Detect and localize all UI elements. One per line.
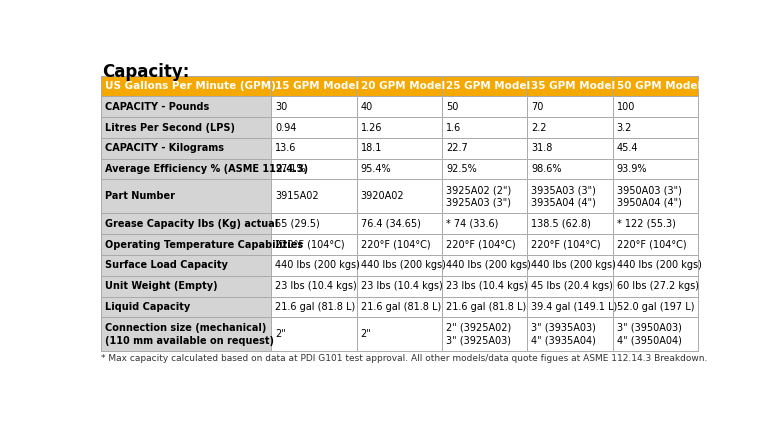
Bar — [527, 213, 613, 234]
Bar — [356, 76, 442, 96]
Bar — [527, 138, 613, 159]
Bar — [271, 76, 356, 96]
Text: 45 lbs (20.4 kgs): 45 lbs (20.4 kgs) — [531, 281, 613, 291]
Text: * 122 (55.3): * 122 (55.3) — [617, 219, 675, 229]
Bar — [271, 96, 356, 117]
Text: 2.2: 2.2 — [531, 122, 547, 132]
Bar — [356, 96, 442, 117]
Bar — [356, 317, 442, 351]
Text: Capacity:: Capacity: — [102, 63, 190, 81]
Bar — [527, 317, 613, 351]
Text: 31.8: 31.8 — [531, 143, 553, 153]
Bar — [527, 117, 613, 138]
Text: 3925A02 (2")
3925A03 (3"): 3925A02 (2") 3925A03 (3") — [446, 185, 511, 208]
Bar — [356, 117, 442, 138]
Bar — [613, 96, 698, 117]
Text: 440 lbs (200 kgs): 440 lbs (200 kgs) — [360, 260, 445, 271]
Bar — [356, 138, 442, 159]
Text: 50 GPM Model: 50 GPM Model — [617, 81, 700, 91]
Text: 220°F (104°C): 220°F (104°C) — [360, 239, 431, 250]
Text: 70: 70 — [531, 102, 544, 112]
Text: US Gallons Per Minute (GPM): US Gallons Per Minute (GPM) — [105, 81, 276, 91]
Text: 22.7: 22.7 — [446, 143, 468, 153]
Bar — [527, 96, 613, 117]
Bar — [442, 213, 527, 234]
Bar — [101, 317, 271, 351]
Text: 25 GPM Model: 25 GPM Model — [446, 81, 530, 91]
Bar — [271, 297, 356, 317]
Bar — [101, 96, 271, 117]
Bar — [527, 159, 613, 180]
Text: 95.4%: 95.4% — [360, 164, 392, 174]
Bar — [271, 317, 356, 351]
Bar — [613, 117, 698, 138]
Text: 23 lbs (10.4 kgs): 23 lbs (10.4 kgs) — [446, 281, 528, 291]
Bar — [356, 234, 442, 255]
Bar — [271, 213, 356, 234]
Bar — [527, 180, 613, 213]
Bar — [356, 297, 442, 317]
Bar — [442, 96, 527, 117]
Bar — [101, 234, 271, 255]
Text: 92.5%: 92.5% — [446, 164, 477, 174]
Bar — [101, 76, 271, 96]
Text: 138.5 (62.8): 138.5 (62.8) — [531, 219, 591, 229]
Bar — [356, 213, 442, 234]
Bar — [101, 276, 271, 297]
Text: 98.6%: 98.6% — [531, 164, 562, 174]
Bar — [442, 180, 527, 213]
Text: CAPACITY - Pounds: CAPACITY - Pounds — [105, 102, 210, 112]
Bar — [101, 138, 271, 159]
Text: 65 (29.5): 65 (29.5) — [275, 219, 320, 229]
Text: CAPACITY - Kilograms: CAPACITY - Kilograms — [105, 143, 225, 153]
Text: Operating Temperature Capabilities: Operating Temperature Capabilities — [105, 239, 303, 250]
Text: 1.26: 1.26 — [360, 122, 382, 132]
Text: Surface Load Capacity: Surface Load Capacity — [105, 260, 228, 271]
Text: 52.0 gal (197 L): 52.0 gal (197 L) — [617, 302, 694, 312]
Bar — [442, 255, 527, 276]
Text: 76.4 (34.65): 76.4 (34.65) — [360, 219, 420, 229]
Text: 3920A02: 3920A02 — [360, 191, 404, 201]
Bar — [271, 255, 356, 276]
Text: 21.6 gal (81.8 L): 21.6 gal (81.8 L) — [446, 302, 526, 312]
Bar — [271, 138, 356, 159]
Bar — [271, 180, 356, 213]
Bar — [271, 117, 356, 138]
Text: Average Efficiency % (ASME 112.4.3): Average Efficiency % (ASME 112.4.3) — [105, 164, 308, 174]
Bar — [527, 76, 613, 96]
Text: Unit Weight (Empty): Unit Weight (Empty) — [105, 281, 218, 291]
Bar — [442, 76, 527, 96]
Bar — [613, 159, 698, 180]
Bar — [613, 180, 698, 213]
Bar — [442, 138, 527, 159]
Text: Litres Per Second (LPS): Litres Per Second (LPS) — [105, 122, 236, 132]
Text: 2" (3925A02)
3" (3925A03): 2" (3925A02) 3" (3925A03) — [446, 323, 511, 346]
Bar — [613, 276, 698, 297]
Bar — [527, 297, 613, 317]
Bar — [613, 76, 698, 96]
Text: 1.6: 1.6 — [446, 122, 461, 132]
Bar — [442, 297, 527, 317]
Text: 440 lbs (200 kgs): 440 lbs (200 kgs) — [531, 260, 616, 271]
Bar — [442, 234, 527, 255]
Text: 100: 100 — [617, 102, 635, 112]
Text: 93.9%: 93.9% — [617, 164, 647, 174]
Text: 21.6 gal (81.8 L): 21.6 gal (81.8 L) — [275, 302, 356, 312]
Bar — [613, 317, 698, 351]
Bar — [442, 117, 527, 138]
Bar — [271, 276, 356, 297]
Text: 97.1%: 97.1% — [275, 164, 306, 174]
Bar — [356, 255, 442, 276]
Text: 35 GPM Model: 35 GPM Model — [531, 81, 615, 91]
Bar — [101, 117, 271, 138]
Bar — [356, 276, 442, 297]
Text: 220°F (104°C): 220°F (104°C) — [275, 239, 345, 250]
Bar — [101, 213, 271, 234]
Text: 40: 40 — [360, 102, 373, 112]
Bar — [613, 234, 698, 255]
Text: 3935A03 (3")
3935A04 (4"): 3935A03 (3") 3935A04 (4") — [531, 185, 596, 208]
Text: 23 lbs (10.4 kgs): 23 lbs (10.4 kgs) — [275, 281, 357, 291]
Text: Grease Capacity lbs (Kg) actual: Grease Capacity lbs (Kg) actual — [105, 219, 278, 229]
Bar — [527, 255, 613, 276]
Text: 50: 50 — [446, 102, 459, 112]
